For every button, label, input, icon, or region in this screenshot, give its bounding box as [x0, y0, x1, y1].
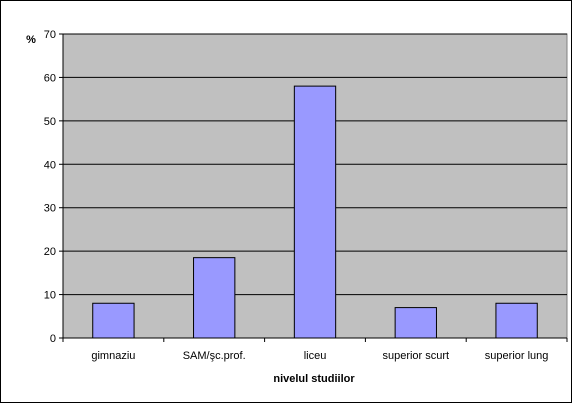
bar-3 — [394, 307, 437, 339]
y-tick-label: 0 — [50, 333, 56, 345]
bar-0 — [92, 302, 135, 339]
bar-1 — [193, 257, 236, 339]
x-tick-label: superior lung — [485, 350, 549, 362]
y-axis-ticks: 0 10 20 30 40 50 60 70 — [44, 29, 64, 345]
y-tick-label: 30 — [44, 203, 56, 215]
y-axis-label: % — [26, 34, 36, 46]
y-tick-label: 50 — [44, 116, 56, 128]
bar-2 — [293, 85, 337, 339]
x-tick-label: gimnaziu — [91, 350, 135, 362]
x-tick-label: liceu — [304, 350, 327, 362]
x-axis-label: nivelul studiilor — [273, 373, 355, 385]
y-tick-label: 10 — [44, 290, 56, 302]
y-tick-label: 40 — [44, 159, 56, 171]
x-axis-ticks: gimnaziu SAM/şc.prof. liceu superior scurt s… — [62, 337, 568, 362]
bars — [92, 85, 538, 339]
x-tick-label: SAM/şc.prof. — [183, 350, 246, 362]
y-tick-label: 70 — [44, 29, 56, 41]
x-tick-label: superior scurt — [382, 350, 449, 362]
y-tick-label: 20 — [44, 246, 56, 258]
bar-4 — [495, 302, 538, 339]
y-tick-label: 60 — [44, 72, 56, 84]
